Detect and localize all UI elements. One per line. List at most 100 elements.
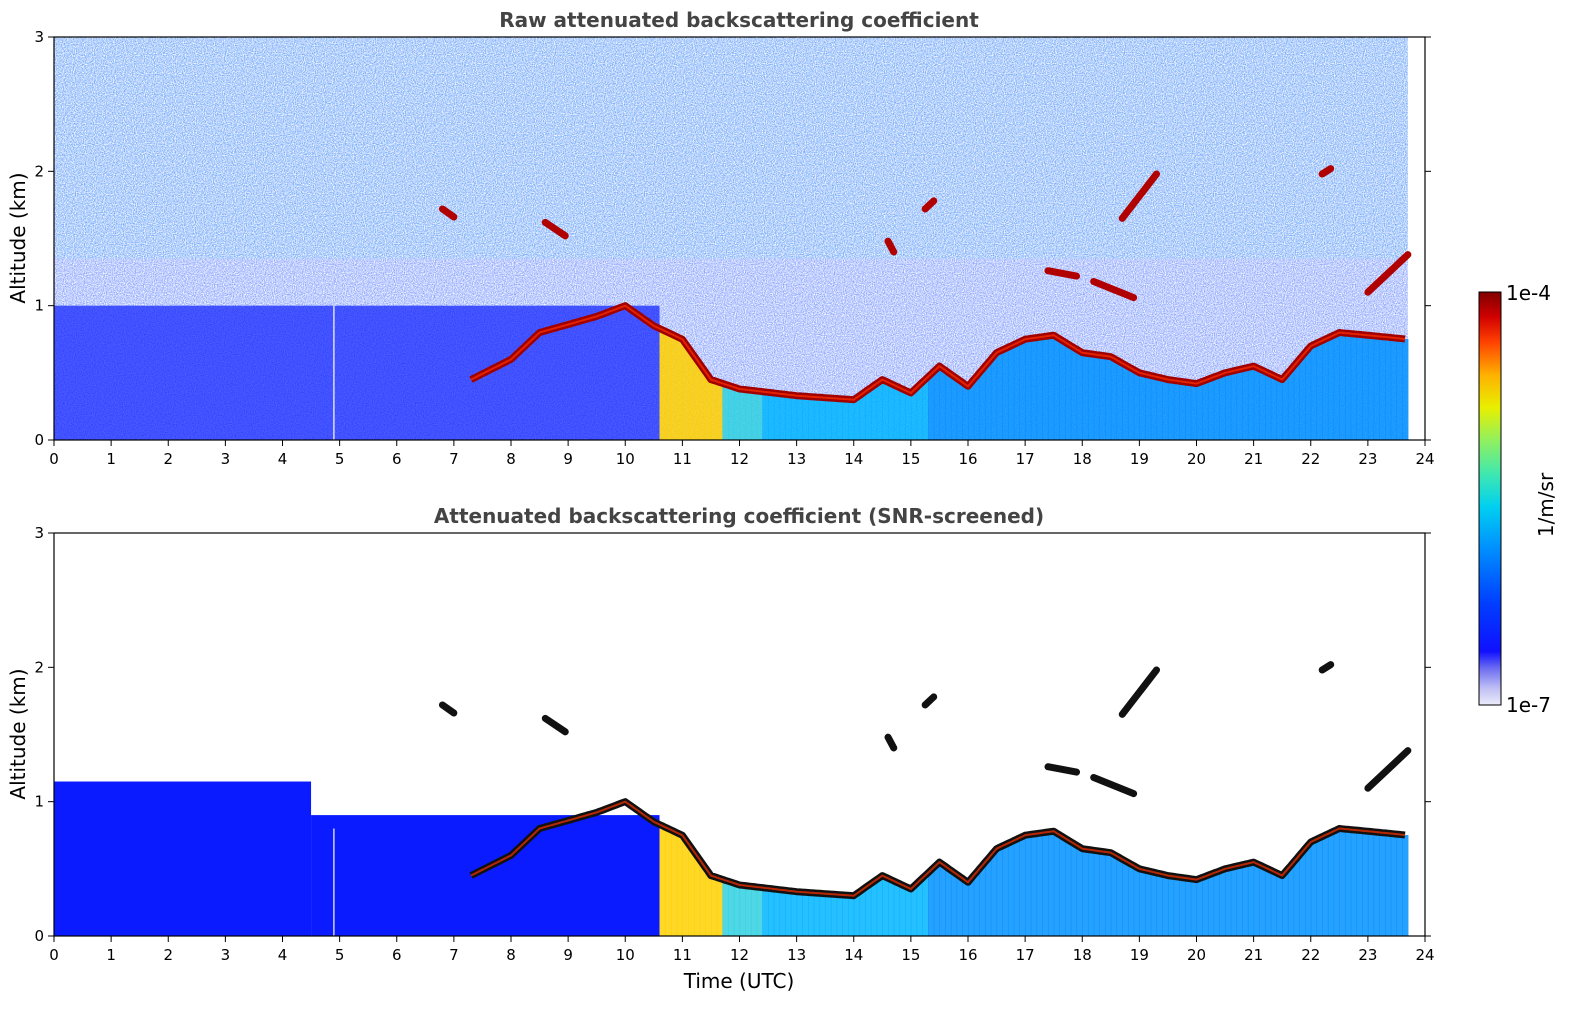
elevated-cloud [921,197,938,213]
boundary-layer-column [1367,831,1375,936]
colorbar-unit-label: 1/m/sr [1534,472,1558,537]
boundary-layer-column [830,894,838,936]
boundary-layer-column [979,369,986,440]
x-tick-label: 15 [901,946,920,964]
boundary-layer-column [990,356,998,440]
elevated-cloud [1090,773,1138,798]
boundary-layer-column [1356,830,1363,936]
boundary-layer-column [1007,345,1015,440]
boundary-layer-column [928,374,935,440]
x-tick-label: 0 [49,450,59,468]
boundary-layer-column [950,376,958,440]
boundary-layer-column [1259,370,1266,440]
boundary-layer-column [933,864,941,936]
boundary-layer-column [1030,338,1038,440]
boundary-layer-column [733,388,741,440]
x-tick-label: 14 [844,946,863,964]
boundary-layer-column [1230,866,1238,936]
x-tick-label: 17 [1016,450,1035,468]
colorbar-gradient [1478,291,1502,706]
elevated-cloud [1318,165,1335,178]
boundary-layer-column [813,397,821,440]
boundary-layer-column [1053,832,1060,936]
boundary-layer-column [773,393,781,440]
boundary-layer-column [1013,839,1021,936]
y-tick-label: 3 [34,28,44,46]
boundary-layer-column [968,878,975,936]
elevated-cloud [1364,747,1412,792]
boundary-layer-column [745,389,752,440]
cloud-base-edge [470,800,1406,897]
boundary-layer-column [762,391,769,440]
boundary-layer-column [739,885,746,936]
boundary-layer-column [945,372,952,440]
boundary-layer-column [1247,366,1255,440]
x-tick-label: 22 [1301,946,1320,964]
boundary-layer-column [819,893,826,936]
boundary-layer-column [842,399,849,440]
boundary-layer-column [853,397,861,440]
x-tick-label: 23 [1358,450,1377,468]
boundary-layer-column [1082,353,1089,440]
boundary-layer-column [1362,334,1369,440]
boundary-layer-column [825,397,832,440]
boundary-layer-column [870,881,878,936]
boundary-layer-column [956,876,963,936]
x-tick-label: 1 [106,946,116,964]
x-tick-label: 9 [563,450,573,468]
boundary-layer-column [865,389,872,440]
boundary-layer-column [710,380,718,440]
x-tick-label: 3 [221,946,231,964]
boundary-layer-column [1076,350,1083,440]
boundary-layer-column [688,351,695,440]
boundary-layer-column [813,893,821,936]
x-tick-label: 1 [106,450,116,468]
boundary-layer-column [796,891,803,936]
boundary-layer-column [848,399,855,440]
boundary-layer-column [939,368,946,440]
boundary-layer-column [693,359,701,440]
boundary-layer-column [1173,380,1180,440]
boundary-layer-column [1036,337,1043,440]
boundary-layer-column [1310,344,1318,440]
boundary-layer-column [1196,878,1203,936]
x-tick-label: 23 [1358,946,1377,964]
x-tick-label: 8 [506,450,516,468]
boundary-layer-column [1333,333,1340,440]
boundary-layer-column [1185,878,1192,936]
y-axis-label: Altitude (km) [6,668,30,799]
boundary-layer-column [659,329,666,440]
boundary-layer-column [962,384,969,440]
x-tick-label: 12 [730,450,749,468]
x-tick-label: 10 [616,946,635,964]
boundary-layer-column [1396,338,1403,440]
elevated-cloud [1364,251,1412,296]
boundary-layer-column [1162,874,1169,936]
x-tick-label: 6 [392,946,402,964]
x-tick-label: 18 [1073,946,1092,964]
boundary-layer-column [1282,872,1289,936]
boundary-layer-column [1236,865,1243,936]
boundary-layer-column [1070,843,1078,936]
boundary-layer-column [819,397,826,440]
boundary-layer-column [1025,338,1032,440]
boundary-layer-column [722,384,729,440]
boundary-layer-column [1122,860,1129,936]
boundary-layer-column [876,381,883,440]
boundary-layer-column [682,839,689,936]
boundary-layer-column [705,871,712,936]
boundary-layer-column [1402,834,1409,936]
boundary-layer-column [870,385,878,440]
boundary-layer-column [899,884,906,936]
x-tick-label: 11 [673,450,692,468]
boundary-layer-column [779,393,786,440]
boundary-layer-column [1367,335,1375,440]
boundary-layer-column [1190,383,1198,440]
y-tick-label: 1 [34,793,44,811]
boundary-layer-column [1270,375,1278,440]
boundary-layer-column [1167,875,1175,936]
x-tick-label: 10 [616,450,635,468]
boundary-layer-column [1007,841,1015,936]
boundary-layer-column [1002,844,1009,936]
boundary-layer-column [665,332,672,440]
